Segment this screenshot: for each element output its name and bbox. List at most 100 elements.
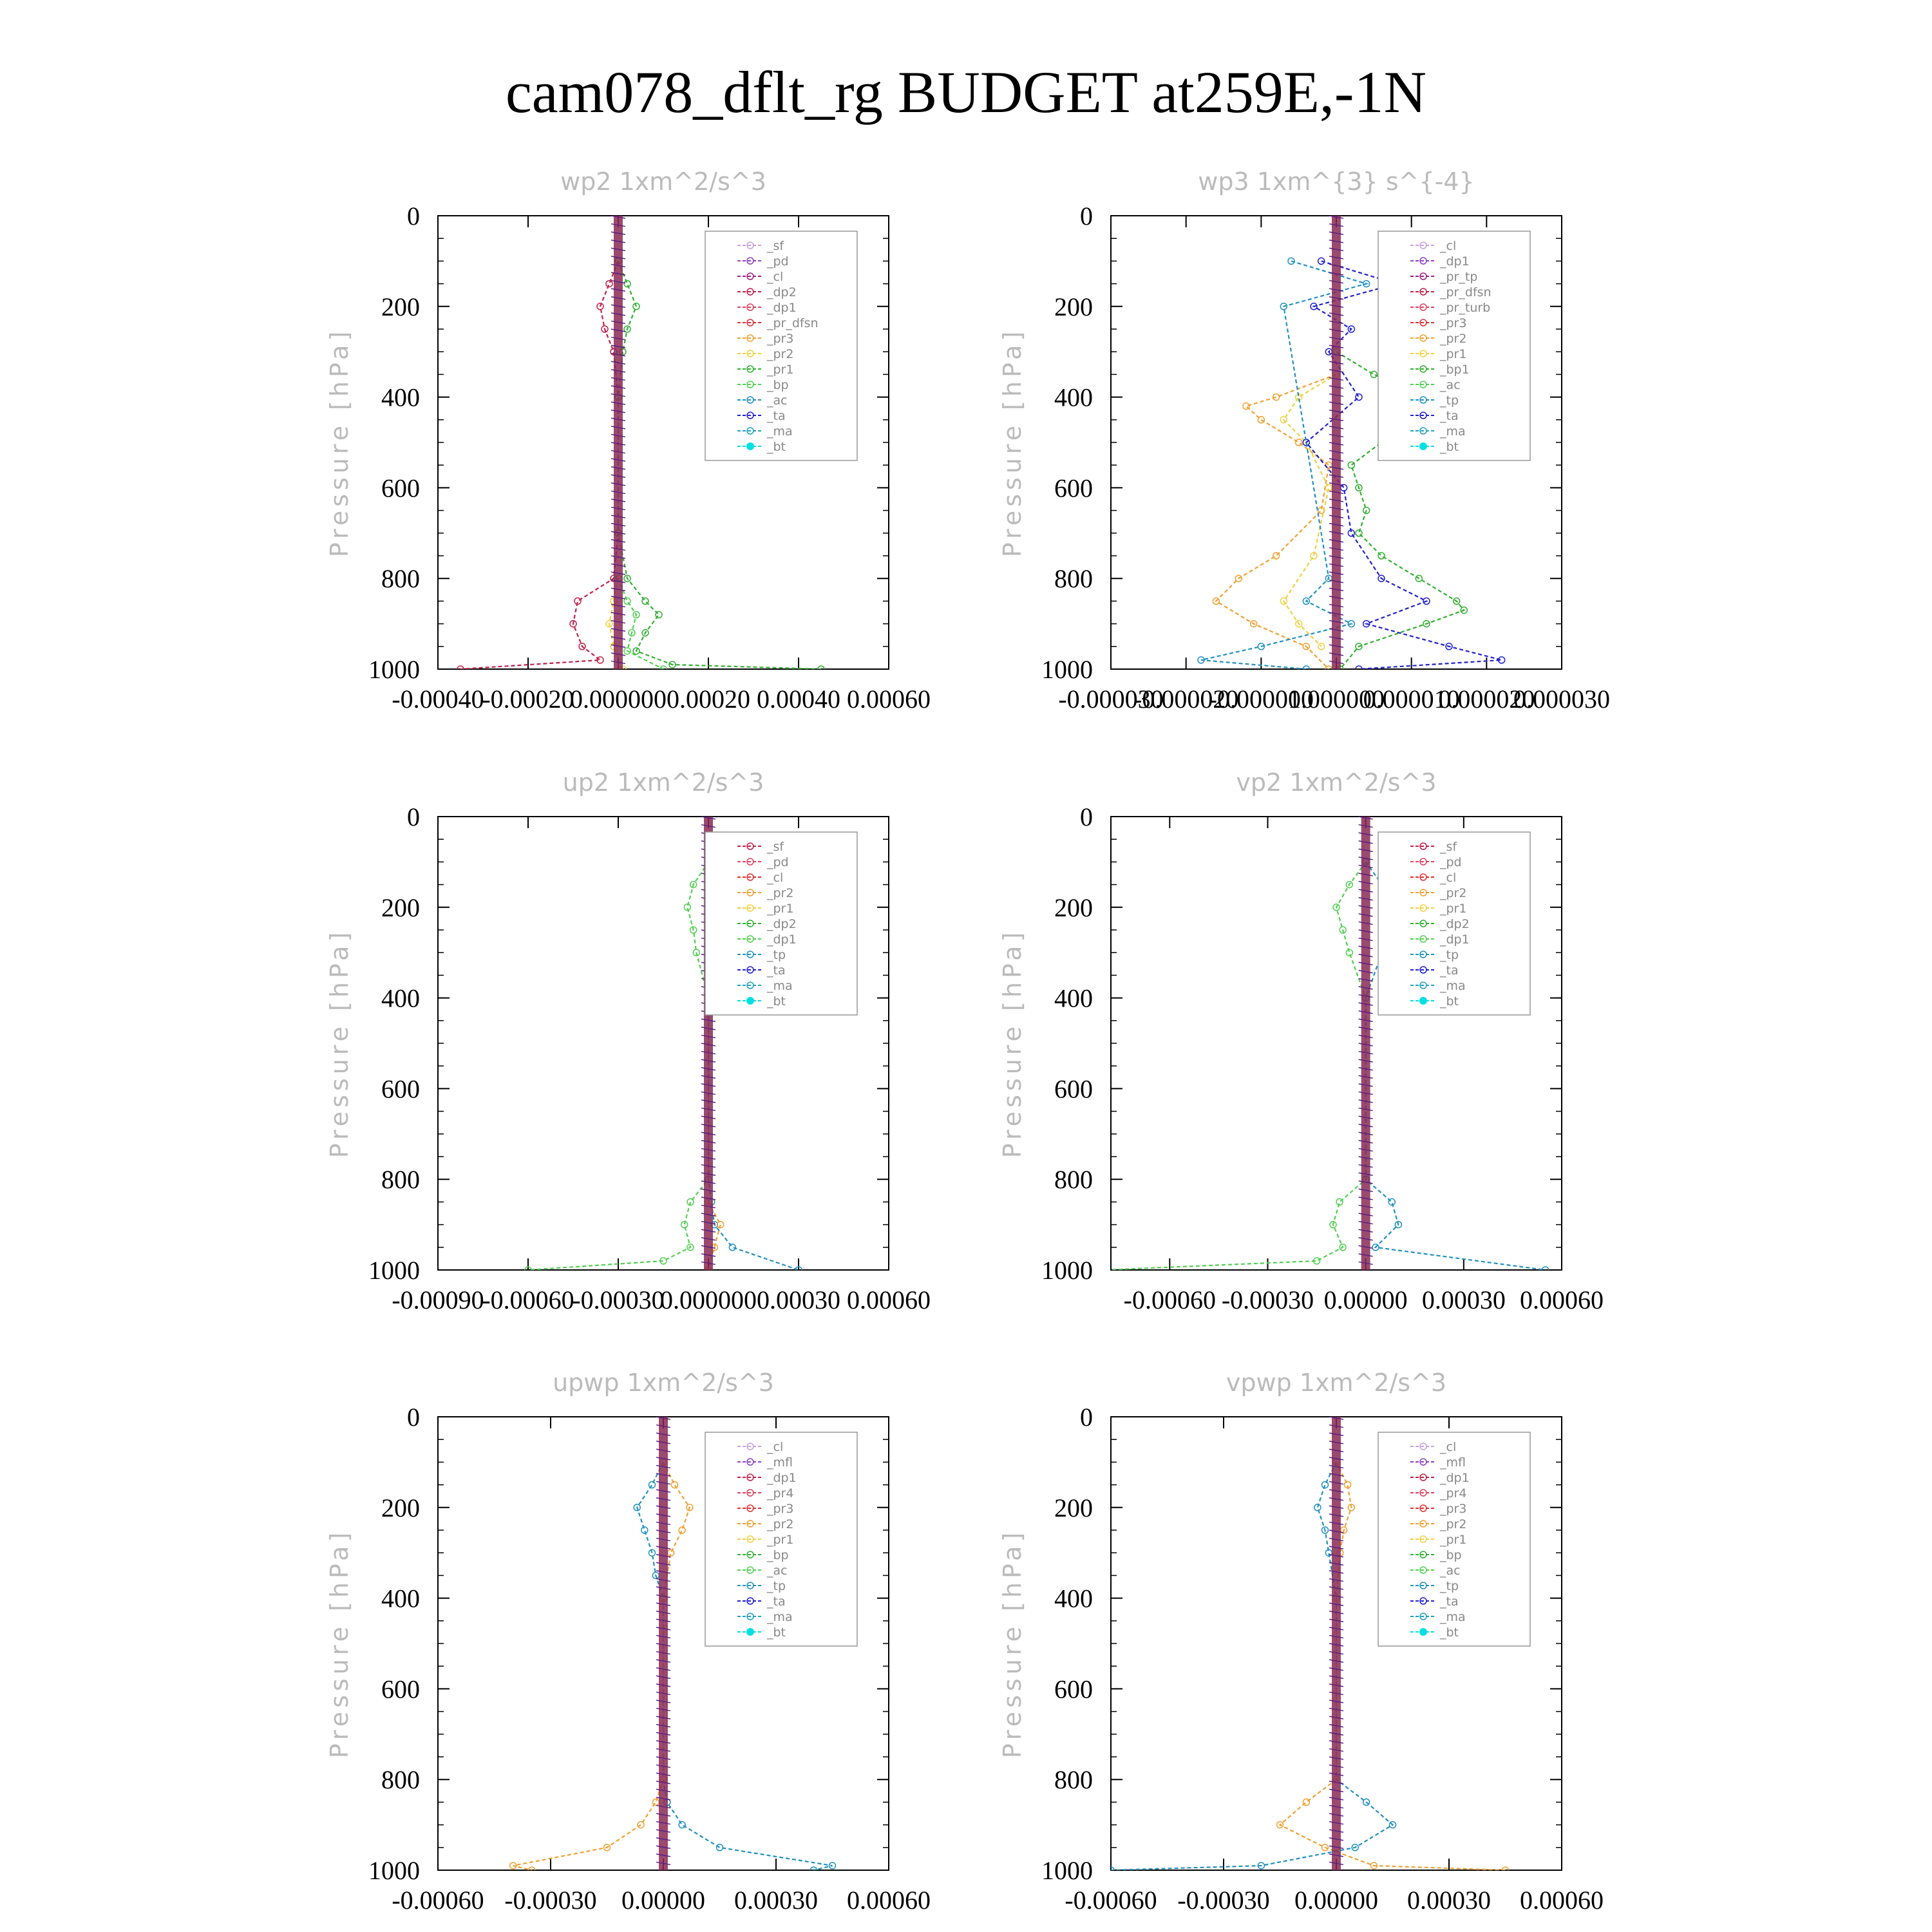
zero-profile-marker [611,361,626,365]
zero-profile-marker [611,231,626,235]
legend-marker [1419,319,1427,327]
data-point [1294,439,1303,446]
data-point [1257,643,1265,650]
data-point [668,661,676,668]
zero-profile-bundle [659,1417,668,1870]
zero-profile-marker [1329,1497,1344,1501]
data-point [574,597,582,605]
y-tick-label: 400 [381,984,420,1013]
zero-profile-marker [1329,1700,1344,1703]
data-point [1362,620,1370,628]
legend-label: _bt [766,1625,786,1640]
zero-profile-marker [656,1821,671,1825]
y-tick-label: 1000 [368,1856,420,1885]
data-point [1355,529,1363,537]
legend-label: _pr1 [1439,1533,1466,1547]
legend-label: _mfl [1439,1455,1466,1470]
data-point [1212,597,1220,605]
zero-profile-marker [1358,889,1373,893]
x-tick-label: 0.000000 [660,1285,757,1314]
legend-marker [746,842,754,850]
data-point [1336,1198,1343,1206]
zero-profile-marker [1329,1513,1344,1517]
y-tick-label: 0 [1080,802,1093,831]
legend-marker [746,951,754,958]
y-tick-label: 600 [381,1674,420,1703]
x-tick-label: 0.00030 [1407,1886,1491,1915]
zero-profile-marker [656,1481,671,1485]
zero-profile-marker [611,433,626,438]
legend-label: _ac [1439,378,1461,392]
zero-profile-marker [656,1537,671,1542]
data-point [1347,461,1356,469]
legend-marker [1419,442,1427,450]
x-tick-label: 0.00030 [1422,1285,1506,1314]
zero-profile-marker [656,1457,671,1461]
zero-profile-marker [1358,1156,1373,1160]
zero-profile-marker [656,1651,671,1655]
zero-profile-marker [701,1099,716,1103]
zero-profile-marker [701,1123,716,1128]
zero-profile-marker [1329,369,1344,373]
zero-profile-marker [611,506,626,511]
x-tick-label: 0.00060 [847,1285,931,1314]
zero-profile-marker [1329,636,1344,640]
zero-profile-marker [1329,361,1344,365]
zero-profile-marker [656,1546,671,1549]
y-tick-label: 0 [407,802,420,831]
zero-profile-marker [611,352,626,357]
zero-profile-marker [611,377,626,381]
chart-title: wp2 1xm^2/s^3 [560,167,766,196]
legend-marker [746,350,754,357]
zero-profile-marker [656,1578,671,1582]
data-point [648,1481,656,1489]
zero-profile-marker [1329,1457,1344,1461]
legend-marker [1419,427,1427,435]
data-point [1541,1266,1549,1270]
zero-profile-marker [1329,587,1344,592]
y-axis-label: Pressure [hPa] [998,1529,1027,1759]
legend-label: _pr3 [1439,1502,1466,1516]
legend-label: _bp [766,1548,789,1562]
zero-profile-marker [1329,1732,1344,1736]
data-point [692,949,701,956]
y-tick-label: 600 [381,473,420,502]
legend-label: _sf [766,840,784,854]
zero-profile-marker [611,279,626,284]
data-point [810,1866,818,1870]
data-point [1321,1844,1329,1852]
zero-profile-marker [1358,857,1373,860]
series-line-dp2 [460,260,620,669]
zero-profile-marker [611,288,626,292]
legend-marker [1419,935,1427,943]
data-point [1372,1244,1379,1251]
legend-marker [1419,904,1427,912]
zero-profile-marker [1329,1417,1344,1420]
data-point [1343,1481,1352,1489]
zero-profile-marker [611,247,626,252]
legend-label: _ta [766,963,786,978]
zero-profile-marker [611,660,626,665]
legend-label: _cl [766,270,783,284]
zero-profile-marker [701,1180,716,1184]
zero-profile-marker [1358,978,1373,982]
data-point [632,647,640,655]
zero-profile-marker [1329,652,1344,656]
data-point [1423,620,1430,628]
legend-label: _cl [766,871,783,885]
zero-profile-marker [611,571,626,575]
series-line-pr2 [1215,374,1337,669]
zero-profile-marker [656,1594,671,1598]
legend-label: _dp2 [766,917,797,931]
legend-label: _ma [766,424,793,439]
zero-profile-marker [1329,1804,1344,1809]
legend-marker [1419,365,1427,373]
y-tick-label: 1000 [1041,1856,1093,1885]
zero-profile-marker [1329,1845,1344,1850]
zero-profile-marker [1329,490,1344,495]
zero-profile-marker [1329,482,1344,486]
zero-profile-marker [656,1618,671,1623]
y-tick-label: 0 [407,1403,420,1432]
zero-profile-marker [1329,474,1344,478]
series-group [457,216,825,669]
